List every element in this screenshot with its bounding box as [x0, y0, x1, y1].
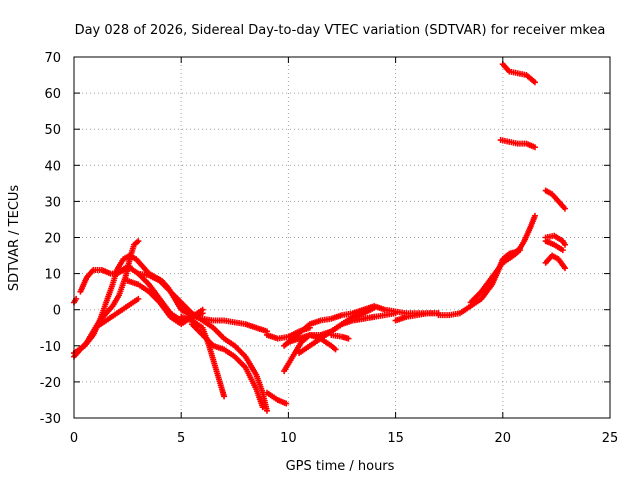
y-axis-label: SDTVAR / TECUs: [7, 185, 22, 292]
y-tick-label: 30: [44, 195, 61, 210]
series-arc-18: [349, 310, 399, 324]
series-arc-21: [467, 247, 523, 306]
data-point: [221, 393, 228, 400]
series-arc-05: [71, 252, 270, 357]
x-tick-label: 5: [177, 431, 185, 446]
data-point: [259, 404, 266, 411]
series-arc-16: [285, 331, 339, 353]
y-tick-label: -20: [40, 376, 61, 391]
y-tick-label: 70: [44, 51, 61, 66]
y-tick-label: 60: [44, 87, 61, 102]
data-point: [263, 407, 270, 414]
data-series: [71, 61, 568, 414]
data-point: [135, 295, 142, 302]
x-tick-label: 10: [280, 431, 297, 446]
y-tick-label: 10: [44, 268, 61, 283]
series-arc-17: [328, 331, 352, 342]
y-tick-label: -10: [40, 340, 61, 355]
series-arc-10: [188, 321, 266, 411]
series-arc-26: [542, 238, 566, 254]
y-tick-label: -30: [40, 412, 61, 427]
data-point: [561, 205, 568, 212]
y-tick-label: 0: [53, 304, 61, 319]
data-point: [332, 346, 339, 353]
series-arc-20: [435, 212, 538, 319]
series-arc-19: [392, 310, 442, 324]
y-tick-label: 40: [44, 159, 61, 174]
x-tick-label: 15: [387, 431, 404, 446]
x-tick-label: 25: [602, 431, 619, 446]
data-point: [199, 306, 206, 313]
series-arc-11: [263, 389, 290, 407]
series-arc-14: [281, 303, 442, 349]
y-tick-label: 50: [44, 123, 61, 138]
series-arc-22: [497, 137, 538, 151]
data-point: [531, 79, 538, 86]
series-arc-25: [542, 232, 568, 248]
data-point: [531, 212, 538, 219]
y-tick-label: 20: [44, 232, 61, 247]
data-point: [531, 144, 538, 151]
series-arc-23: [499, 61, 538, 86]
data-point: [345, 335, 352, 342]
data-point: [561, 241, 568, 248]
series-arc-27: [542, 252, 568, 272]
data-point: [371, 304, 378, 311]
x-tick-label: 0: [70, 431, 78, 446]
grid-lines: [74, 57, 610, 418]
series-arc-24: [542, 187, 568, 212]
chart-title: Day 028 of 2026, Sidereal Day-to-day VTE…: [75, 23, 606, 38]
axis-ticks: 0 5 10 15 20 25 -30 -20 -10 0 10 20 30 40 50 60 70: [40, 51, 619, 446]
x-axis-label: GPS time / hours: [286, 459, 395, 474]
data-point: [135, 238, 142, 245]
data-point: [516, 247, 523, 254]
x-tick-label: 20: [495, 431, 512, 446]
data-point: [561, 265, 568, 272]
series-arc-01: [71, 295, 80, 306]
data-point: [559, 247, 566, 254]
data-point: [392, 310, 399, 317]
data-point: [283, 400, 290, 407]
series-arc-09: [178, 313, 228, 400]
